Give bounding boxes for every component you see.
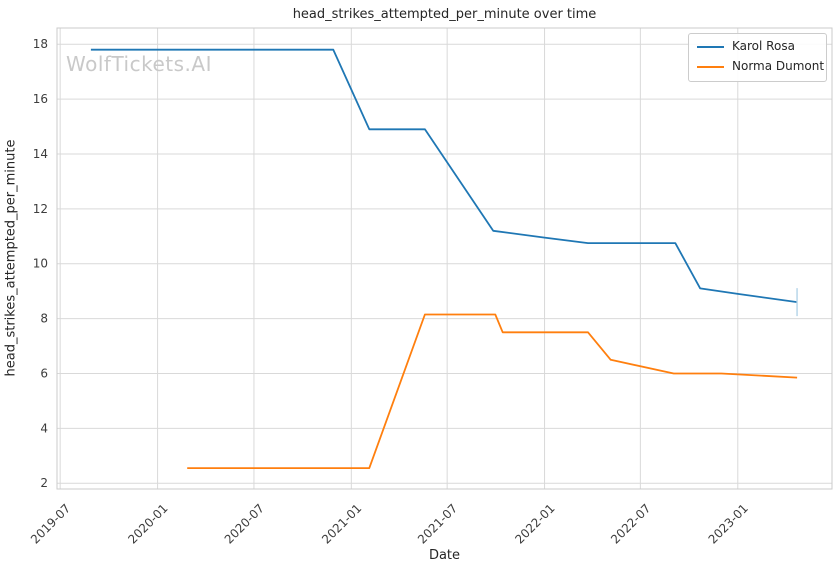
- x-tick-label: 2019-07: [28, 501, 73, 546]
- chart-title: head_strikes_attempted_per_minute over t…: [292, 7, 597, 22]
- x-tick-label: 2021-01: [319, 501, 364, 546]
- legend-label: Norma Dumont: [732, 58, 825, 73]
- x-axis-label: Date: [428, 548, 461, 563]
- watermark: WolfTickets.AI: [66, 52, 212, 76]
- x-tick-label: 2022-07: [608, 501, 653, 546]
- y-tick-label: 14: [33, 147, 48, 161]
- y-tick-label: 16: [33, 92, 48, 106]
- legend-label: Karol Rosa: [732, 39, 795, 53]
- x-tick-label: 2022-01: [512, 501, 557, 546]
- series-line-norma-dumont: [187, 313, 798, 470]
- legend-item-karol-rosa: Karol Rosa: [697, 39, 818, 54]
- series-line-karol-rosa: [90, 48, 798, 303]
- gridlines: [57, 28, 832, 489]
- y-tick-label: 2: [40, 476, 48, 490]
- y-tick-label: 8: [40, 312, 48, 326]
- x-tick-labels: 2019-07 2020-01 2020-07 2021-01 2021-07 2022-…: [28, 501, 751, 546]
- legend: Karol Rosa Norma Dumont: [688, 33, 827, 82]
- legend-item-norma-dumont: Norma Dumont: [697, 59, 824, 74]
- y-tick-label: 18: [33, 37, 48, 51]
- y-tick-label: 6: [40, 366, 48, 380]
- y-axis-label: head_strikes_attempted_per_minute: [3, 139, 19, 377]
- x-tick-label: 2020-07: [222, 501, 267, 546]
- x-tick-label: 2023-01: [706, 501, 751, 546]
- legend-line-swatch: [697, 65, 724, 68]
- x-tick-label: 2021-07: [415, 501, 460, 546]
- x-tick-label: 2020-01: [125, 501, 170, 546]
- y-tick-label: 12: [33, 202, 48, 216]
- y-tick-label: 10: [33, 257, 48, 271]
- legend-line-swatch: [697, 45, 724, 48]
- y-tick-label: 4: [40, 421, 48, 435]
- y-tick-labels: 2 4 6 8 10 12 14 16 18: [33, 37, 48, 490]
- plot-border: [56, 27, 833, 490]
